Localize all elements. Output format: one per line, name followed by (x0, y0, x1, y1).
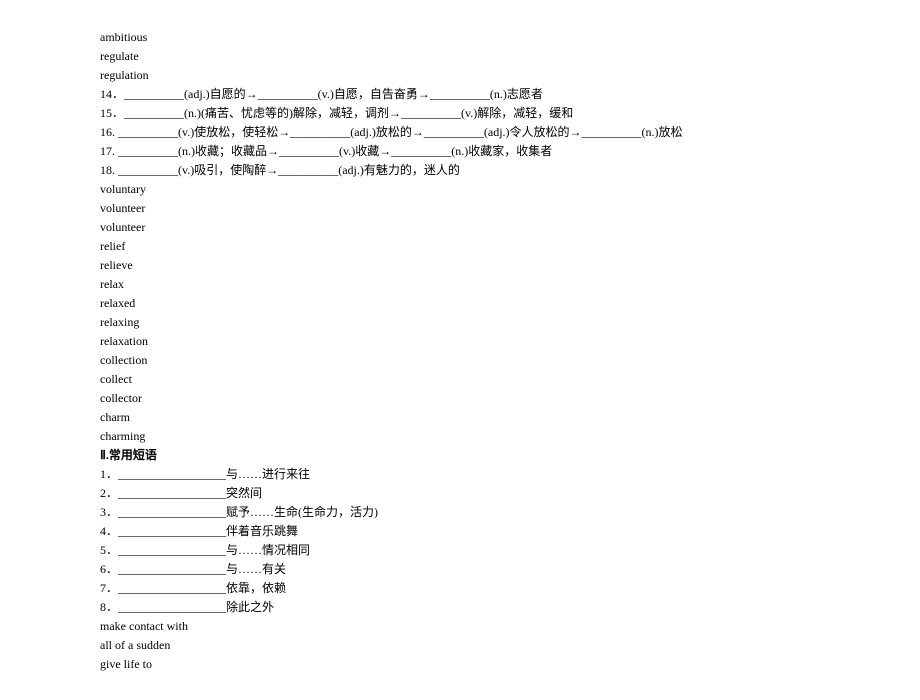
word-line: relieve (100, 256, 920, 275)
answer-line: make contact with (100, 617, 920, 636)
word-line: volunteer (100, 218, 920, 237)
word-line: collection (100, 351, 920, 370)
word-line: collector (100, 389, 920, 408)
word-line: charm (100, 408, 920, 427)
word-line: charming (100, 427, 920, 446)
exercise-line: 15．__________(n.)(痛苦、忧虑等的)解除，减轻，调剂→_____… (100, 104, 920, 123)
exercise-line: 17. __________(n.)收藏；收藏品→__________(v.)收… (100, 142, 920, 161)
word-line: ambitious (100, 28, 920, 47)
phrase-line: 5．__________________与……情况相同 (100, 541, 920, 560)
document-page: ambitious regulate regulation 14．_______… (0, 0, 920, 674)
phrase-line: 2．__________________突然间 (100, 484, 920, 503)
word-line: relaxing (100, 313, 920, 332)
exercise-line: 16. __________(v.)使放松，使轻松→__________(adj… (100, 123, 920, 142)
exercise-line: 14．__________(adj.)自愿的→__________(v.)自愿，… (100, 85, 920, 104)
word-line: regulate (100, 47, 920, 66)
word-line: voluntary (100, 180, 920, 199)
phrase-line: 4．__________________伴着音乐跳舞 (100, 522, 920, 541)
phrase-line: 8．__________________除此之外 (100, 598, 920, 617)
answer-line: give life to (100, 655, 920, 674)
phrase-line: 7．__________________依靠，依赖 (100, 579, 920, 598)
phrase-line: 1．__________________与……进行来往 (100, 465, 920, 484)
section-header: Ⅱ.常用短语 (100, 446, 920, 465)
word-line: volunteer (100, 199, 920, 218)
word-line: relief (100, 237, 920, 256)
exercise-line: 18. __________(v.)吸引，使陶醉→__________(adj.… (100, 161, 920, 180)
word-line: relaxation (100, 332, 920, 351)
word-line: collect (100, 370, 920, 389)
phrase-line: 3．__________________赋予……生命(生命力，活力) (100, 503, 920, 522)
word-line: regulation (100, 66, 920, 85)
word-line: relax (100, 275, 920, 294)
word-line: relaxed (100, 294, 920, 313)
answer-line: all of a sudden (100, 636, 920, 655)
phrase-line: 6．__________________与……有关 (100, 560, 920, 579)
